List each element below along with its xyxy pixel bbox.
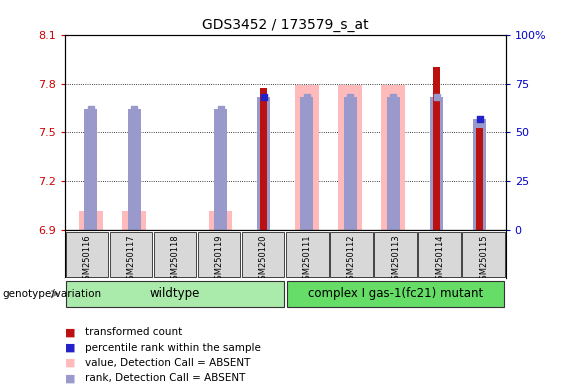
Point [432,94,441,100]
Bar [257,97,270,230]
Text: ■: ■ [65,327,76,337]
Text: percentile rank within the sample: percentile rank within the sample [85,343,260,353]
Point [389,94,398,100]
Bar [430,97,443,230]
Point [475,116,484,122]
Point [129,106,138,112]
Text: transformed count: transformed count [85,327,182,337]
Bar [214,109,227,230]
Text: ■: ■ [65,343,76,353]
Text: GSM250118: GSM250118 [171,234,180,285]
Point [302,94,311,100]
FancyBboxPatch shape [154,232,196,277]
FancyBboxPatch shape [375,232,416,277]
Text: value, Detection Call = ABSENT: value, Detection Call = ABSENT [85,358,250,368]
FancyBboxPatch shape [331,232,372,277]
Text: rank, Detection Call = ABSENT: rank, Detection Call = ABSENT [85,373,245,383]
Bar [79,211,103,230]
FancyBboxPatch shape [463,232,505,277]
FancyBboxPatch shape [66,281,284,307]
Bar [122,211,146,230]
Title: GDS3452 / 173579_s_at: GDS3452 / 173579_s_at [202,18,368,32]
Text: GSM250119: GSM250119 [215,234,224,285]
Bar [301,97,314,230]
FancyBboxPatch shape [242,232,284,277]
Text: wildtype: wildtype [150,287,201,300]
Bar [387,97,400,230]
Text: genotype/variation: genotype/variation [3,289,102,299]
FancyBboxPatch shape [286,232,328,277]
Text: GSM250120: GSM250120 [259,234,268,285]
FancyBboxPatch shape [66,232,108,277]
Text: ■: ■ [65,373,76,383]
Bar [476,127,483,230]
Text: GSM250114: GSM250114 [435,234,444,285]
Text: complex I gas-1(fc21) mutant: complex I gas-1(fc21) mutant [308,287,483,300]
FancyBboxPatch shape [198,232,240,277]
Bar [295,85,319,230]
Bar [344,97,357,230]
Bar [260,88,267,230]
Text: GSM250116: GSM250116 [82,234,92,285]
FancyBboxPatch shape [286,281,505,307]
Text: GSM250111: GSM250111 [303,234,312,285]
Bar [433,67,440,230]
Bar [473,119,486,230]
FancyBboxPatch shape [419,232,460,277]
Text: GSM250115: GSM250115 [479,234,488,285]
Point [259,94,268,100]
Text: ■: ■ [65,358,76,368]
Text: GSM250113: GSM250113 [391,234,400,285]
Bar [338,85,362,230]
Point [346,94,355,100]
Bar [84,109,97,230]
Text: GSM250117: GSM250117 [127,234,136,285]
Bar [208,211,232,230]
FancyBboxPatch shape [110,232,152,277]
Text: GSM250112: GSM250112 [347,234,356,285]
Bar [128,109,141,230]
Bar [381,85,405,230]
Point [216,106,225,112]
Point [86,106,95,112]
